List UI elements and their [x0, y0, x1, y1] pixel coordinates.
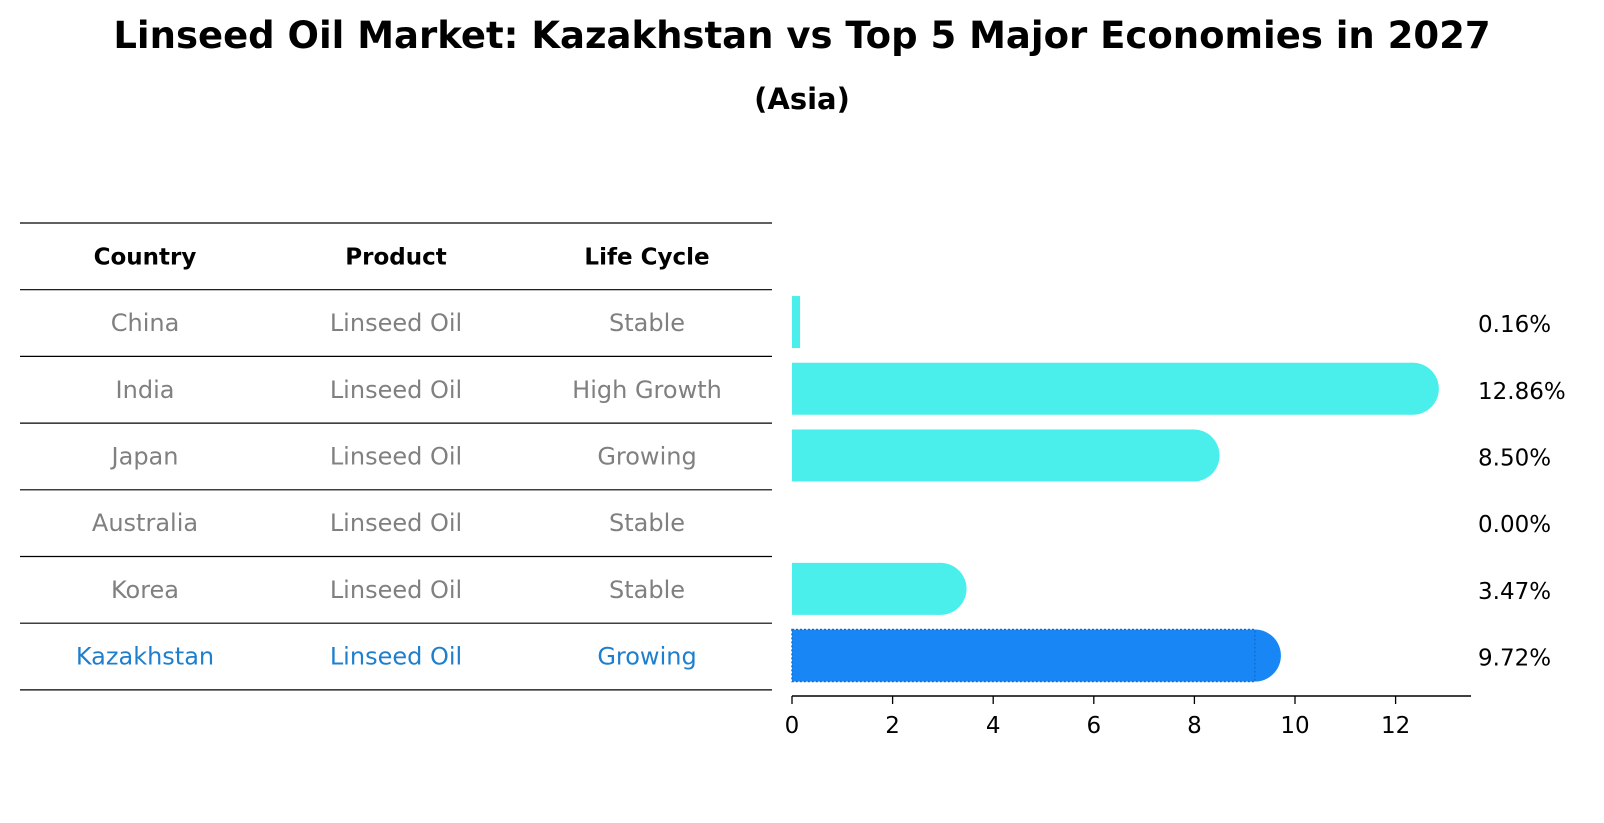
value-label: 3.47%: [1478, 579, 1551, 605]
life-cycle-cell: Growing: [597, 643, 696, 671]
country-cell: Korea: [111, 576, 179, 604]
product-cell: Linseed Oil: [330, 442, 462, 470]
product-header: Product: [345, 244, 446, 270]
x-tick-label: 10: [1280, 713, 1309, 739]
value-label: 9.72%: [1478, 646, 1551, 672]
bar-cap: [1167, 429, 1220, 482]
x-tick-label: 8: [1187, 713, 1202, 739]
life-cycle-cell: Stable: [609, 509, 685, 537]
life-cycle-cell: Stable: [609, 576, 685, 604]
product-cell: Linseed Oil: [330, 309, 462, 337]
bar-japan: [792, 429, 1220, 482]
bar-china: [792, 296, 801, 349]
product-cell: Linseed Oil: [330, 509, 462, 537]
life-cycle-cell: Growing: [597, 442, 696, 470]
chart-title: Linseed Oil Market: Kazakhstan vs Top 5 …: [113, 14, 1491, 57]
chart-subtitle: (Asia): [754, 82, 850, 116]
data-table: Country Product Life Cycle China Linseed Oil…: [20, 222, 772, 691]
bar-highlight-outline: [791, 628, 1256, 683]
product-cell: Linseed Oil: [330, 643, 462, 671]
bar-chart: 0.16% 12.86% 8.50% 0.00% 3.47% 9.72%: [791, 296, 1566, 683]
bar-body: [792, 362, 1413, 415]
life-cycle-header: Life Cycle: [584, 244, 709, 270]
bar-india: [792, 362, 1439, 415]
bar-body: [792, 629, 1255, 682]
life-cycle-cell: Stable: [609, 309, 685, 337]
bar-kazakhstan: [791, 628, 1281, 683]
country-cell: Australia: [92, 509, 198, 537]
country-cell: India: [116, 376, 175, 404]
life-cycle-cell: High Growth: [572, 376, 722, 404]
product-cell: Linseed Oil: [330, 576, 462, 604]
x-tick-label: 2: [885, 713, 900, 739]
bar-body: [792, 429, 1194, 482]
x-tick-label: 4: [986, 713, 1001, 739]
value-label: 12.86%: [1478, 379, 1566, 405]
value-label: 0.16%: [1478, 312, 1551, 338]
x-axis: 0 2 4 6 8 10 12: [785, 695, 1472, 739]
x-tick-label: 0: [785, 713, 800, 739]
value-label: 8.50%: [1478, 445, 1551, 471]
bar-korea: [792, 562, 967, 615]
bar-body: [792, 296, 801, 349]
bar-cap: [1386, 362, 1439, 415]
value-label: 0.00%: [1478, 512, 1551, 538]
country-header: Country: [94, 244, 197, 270]
country-cell: Japan: [110, 442, 179, 470]
x-tick-label: 6: [1086, 713, 1101, 739]
product-cell: Linseed Oil: [330, 376, 462, 404]
country-cell: Kazakhstan: [76, 643, 214, 671]
x-tick-label: 12: [1381, 713, 1410, 739]
bar-cap: [914, 562, 967, 615]
country-cell: China: [111, 309, 180, 337]
